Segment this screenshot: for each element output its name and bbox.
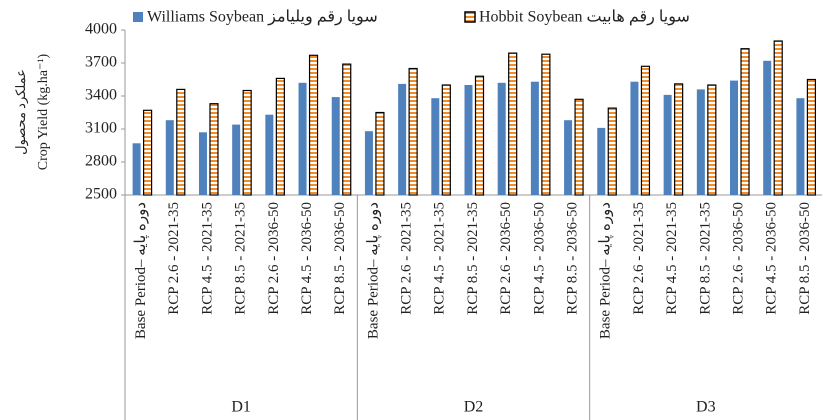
x-tick-label: RCP 8.5 - 2036-50	[797, 202, 813, 315]
bar	[574, 98, 584, 196]
bar	[441, 84, 451, 196]
bar	[342, 63, 352, 196]
y-tick-label: 3400	[85, 87, 117, 104]
x-tick-label: Base Period– دوره پایه	[133, 202, 149, 339]
y-tick-label: 2800	[85, 153, 117, 170]
bar	[707, 84, 717, 196]
legend-swatch	[464, 11, 476, 23]
bar	[431, 98, 440, 195]
x-tick-label: RCP 8.5 - 2036-50	[332, 202, 348, 315]
x-tick-label: RCP 2.6 - 2036-50	[730, 202, 746, 315]
bar	[308, 54, 319, 196]
x-tick-label: RCP 2.6 - 2036-50	[498, 202, 514, 315]
bar	[773, 40, 783, 196]
bar	[265, 114, 274, 195]
x-tick-label: Base Period– دوره پایه	[598, 202, 614, 339]
x-tick-label: RCP 2.6 - 2021-35	[399, 202, 415, 315]
bar	[176, 88, 186, 196]
x-tick-label: RCP 4.5 - 2036-50	[531, 202, 547, 315]
group-label: D3	[696, 399, 716, 416]
x-tick-label: RCP 2.6 - 2021-35	[631, 202, 647, 315]
x-tick-label: RCP 4.5 - 2021-35	[199, 202, 215, 315]
y-tick-label: 3700	[85, 54, 117, 71]
bar	[674, 83, 684, 196]
bar	[607, 107, 617, 196]
x-tick-label: RCP 8.5 - 2021-35	[697, 202, 713, 315]
bar	[464, 85, 473, 195]
bar	[806, 78, 817, 196]
y-tick-label: 4000	[85, 21, 117, 38]
x-tick-label: RCP 2.6 - 2036-50	[266, 202, 282, 315]
x-tick-label: RCP 4.5 - 2021-35	[432, 202, 448, 315]
bar	[640, 65, 651, 196]
bar	[331, 97, 340, 195]
legend-label: Hobbit Soybean سویا رقم هابیت	[479, 9, 690, 26]
bar	[132, 143, 141, 195]
bar	[275, 77, 285, 196]
legend-swatch	[133, 12, 143, 22]
x-tick-label: Base Period– دوره پایه	[365, 202, 381, 339]
x-tick-label: RCP 2.6 - 2021-35	[166, 202, 182, 315]
y-tick-label: 3100	[85, 120, 117, 137]
bar	[142, 109, 153, 196]
bar	[740, 48, 750, 196]
bar	[796, 98, 805, 195]
bar	[597, 127, 606, 195]
group-label: D1	[231, 399, 251, 416]
bar	[165, 120, 174, 195]
bar	[298, 82, 307, 195]
bar	[398, 83, 407, 195]
y-tick-label: 2500	[85, 186, 117, 203]
bar	[242, 89, 252, 196]
bar	[408, 67, 418, 196]
bar	[541, 53, 551, 196]
y-axis-label: Crop Yield (kg.ha⁻¹)	[36, 53, 51, 170]
bar	[630, 81, 639, 195]
x-tick-label: RCP 8.5 - 2021-35	[465, 202, 481, 315]
bar	[364, 131, 373, 195]
bar	[696, 89, 705, 195]
bar	[209, 103, 219, 196]
x-tick-label: RCP 4.5 - 2036-50	[764, 202, 780, 315]
group-label: D2	[464, 399, 484, 416]
x-tick-label: RCP 8.5 - 2036-50	[565, 202, 581, 315]
bar	[763, 60, 772, 195]
bar	[508, 52, 518, 196]
bar	[232, 124, 241, 195]
bar	[730, 80, 739, 195]
bar	[530, 81, 539, 195]
bar	[474, 75, 485, 196]
x-tick-label: RCP 8.5 - 2021-35	[233, 202, 249, 315]
x-tick-label: RCP 4.5 - 2021-35	[664, 202, 680, 315]
legend-label: Williams Soybean سویا رقم ویلیامز	[147, 9, 378, 26]
bar	[564, 120, 573, 195]
y-axis-label-fa: عملکرد محصول	[13, 69, 29, 155]
bar	[375, 111, 385, 196]
bar	[497, 82, 506, 195]
x-tick-label: RCP 4.5 - 2036-50	[299, 202, 315, 315]
bar	[198, 132, 207, 195]
bar	[663, 94, 672, 195]
